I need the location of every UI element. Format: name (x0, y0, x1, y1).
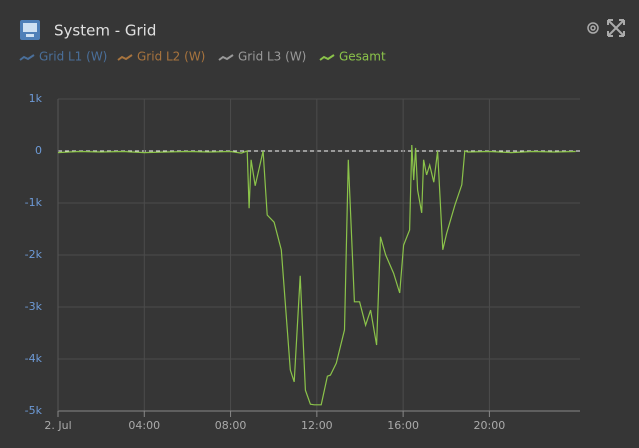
y-tick-label: 0 (35, 144, 42, 157)
legend-label: Grid L1 (W) (39, 50, 107, 64)
x-tick-label: 16:00 (387, 419, 419, 432)
legend-label: Gesamt (339, 50, 386, 64)
x-tick-label: 20:00 (474, 419, 506, 432)
legend-item[interactable]: Gesamt (319, 50, 386, 64)
panel-icon (20, 20, 40, 40)
legend-item[interactable]: Grid L1 (W) (19, 50, 107, 64)
y-tick-label: 1k (29, 92, 43, 105)
chart-title: System - Grid (54, 22, 156, 40)
legend-item[interactable]: Grid L2 (W) (117, 50, 205, 64)
legend-icon (19, 54, 35, 61)
legend-icon (218, 54, 234, 61)
x-tick-label: 04:00 (128, 419, 160, 432)
fullscreen-icon[interactable] (607, 19, 625, 37)
x-tick-label: 2. Jul (44, 419, 71, 432)
legend-item[interactable]: Grid L3 (W) (218, 50, 306, 64)
legend-icon (117, 54, 133, 61)
settings-icon[interactable] (587, 22, 599, 34)
y-tick-label: -4k (25, 352, 43, 365)
legend-label: Grid L3 (W) (238, 50, 306, 64)
x-tick-label: 12:00 (301, 419, 333, 432)
y-tick-label: -3k (25, 300, 43, 313)
y-tick-label: -2k (25, 248, 43, 261)
x-tick-label: 08:00 (215, 419, 247, 432)
legend-label: Grid L2 (W) (137, 50, 205, 64)
legend-icon (319, 54, 335, 61)
y-tick-label: -5k (25, 404, 43, 417)
y-tick-label: -1k (25, 196, 43, 209)
series-line (57, 144, 576, 406)
